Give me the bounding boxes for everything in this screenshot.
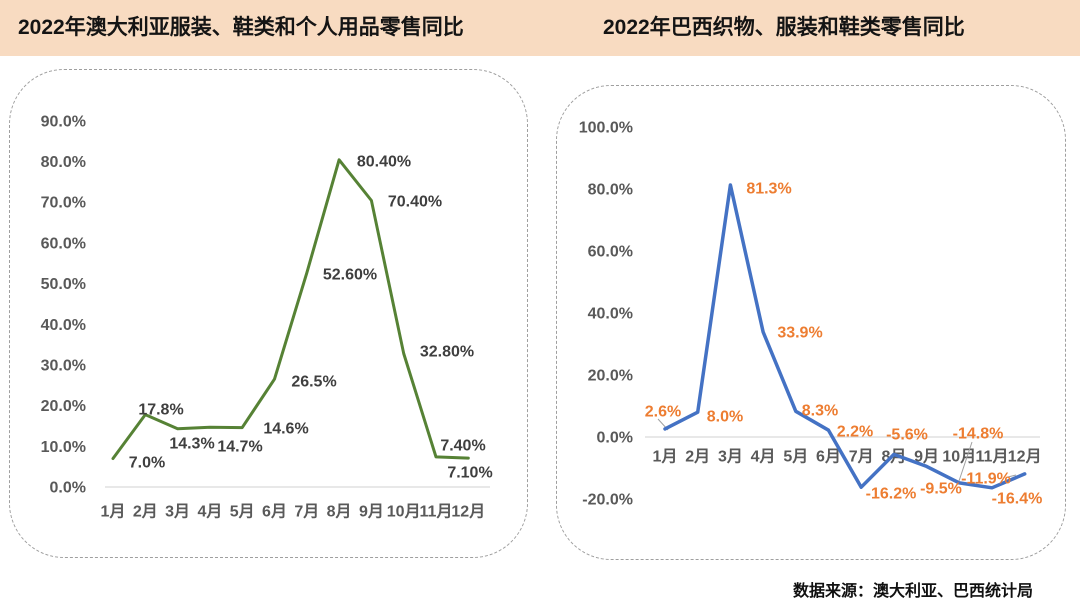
x-tick-label: 4月: [197, 503, 222, 521]
data-label: -11.9%: [961, 471, 1011, 488]
y-tick-label: 10.0%: [41, 439, 86, 456]
data-source-note: 数据来源：澳大利亚、巴西统计局: [792, 583, 1033, 600]
x-tick-label: 2月: [685, 448, 710, 466]
y-tick-label: 30.0%: [41, 358, 86, 375]
data-label: 2.6%: [645, 404, 681, 421]
x-tick-label: 5月: [783, 448, 808, 466]
data-label: 7.0%: [129, 455, 165, 472]
x-tick-label: 4月: [751, 448, 776, 466]
x-tick-label: 3月: [718, 448, 743, 466]
data-label: -16.4%: [992, 491, 1043, 508]
y-tick-label: 90.0%: [41, 113, 86, 130]
x-tick-label: 3月: [165, 503, 190, 521]
y-tick-label: 0.0%: [50, 480, 86, 497]
line-series: [111, 158, 470, 460]
x-tick-label: 10月: [387, 503, 421, 521]
line-series: [663, 183, 1027, 490]
data-label: 14.3%: [169, 436, 214, 453]
data-label: 17.8%: [138, 402, 183, 419]
x-tick-label: 8月: [327, 503, 352, 521]
y-tick-label: 60.0%: [588, 244, 633, 261]
y-tick-label: 80.0%: [41, 154, 86, 171]
y-tick-label: 60.0%: [41, 235, 86, 252]
data-label: 2.2%: [837, 424, 873, 441]
x-tick-label: 11月: [976, 448, 1009, 466]
australia-line-chart: 90.0% 80.0% 70.0% 60.0% 50.0% 40.0% 30.0% 20.0%…: [41, 113, 493, 520]
x-tick-label: 7月: [294, 503, 319, 521]
data-label: 70.40%: [388, 194, 442, 211]
brazil-line-chart: 100.0% 80.0% 60.0% 40.0% 20.0% 0.0% -20.0% 1月 2月…: [579, 120, 1043, 509]
chart-title-brazil: 2022年巴西织物、服装和鞋类零售同比: [603, 16, 965, 39]
data-label: -9.5%: [920, 481, 962, 498]
x-tick-label: 2月: [133, 503, 158, 521]
data-label: 14.7%: [217, 439, 262, 456]
data-label: 32.80%: [420, 344, 474, 361]
data-label: 81.3%: [746, 181, 791, 198]
brazil-chart-frame: [556, 85, 1066, 560]
australia-chart-frame: [9, 69, 528, 558]
data-label: 8.0%: [707, 409, 743, 426]
y-tick-label: 20.0%: [41, 398, 86, 415]
x-tick-label: 7月: [849, 448, 874, 466]
header-bar: 2022年澳大利亚服装、鞋类和个人用品零售同比 2022年巴西织物、服装和鞋类零…: [0, 0, 1080, 56]
data-label: 7.40%: [440, 438, 485, 455]
data-label: 26.5%: [291, 374, 336, 391]
x-tick-label: 10月: [942, 448, 976, 466]
label-leader-line: [958, 441, 973, 482]
data-label: 8.3%: [802, 403, 838, 420]
y-tick-label: 0.0%: [597, 430, 633, 447]
x-tick-label: 1月: [101, 503, 126, 521]
x-tick-label: 6月: [816, 448, 841, 466]
x-tick-label: 9月: [359, 503, 384, 521]
x-tick-label: 1月: [653, 448, 678, 466]
data-label: -16.2%: [866, 486, 917, 503]
y-tick-label: 40.0%: [41, 317, 86, 334]
data-label: 52.60%: [323, 267, 377, 284]
data-label: 80.40%: [357, 154, 411, 171]
y-tick-label: 80.0%: [588, 182, 633, 199]
y-tick-label: 20.0%: [588, 368, 633, 385]
y-tick-label: 50.0%: [41, 276, 86, 293]
chart-title-australia: 2022年澳大利亚服装、鞋类和个人用品零售同比: [18, 16, 464, 39]
data-label: -5.6%: [886, 427, 928, 444]
data-label: 33.9%: [777, 325, 822, 342]
label-leader-line: [1007, 474, 1017, 478]
data-label: 7.10%: [447, 465, 492, 482]
y-tick-label: 100.0%: [579, 120, 633, 137]
y-tick-label: -20.0%: [582, 492, 633, 509]
x-tick-label: 9月: [914, 448, 939, 466]
y-tick-label: 40.0%: [588, 306, 633, 323]
x-tick-label: 12月: [1008, 448, 1042, 466]
x-tick-label: 11月: [420, 503, 453, 521]
x-tick-label: 6月: [262, 503, 287, 521]
y-tick-label: 70.0%: [41, 195, 86, 212]
data-label: 14.6%: [263, 421, 308, 438]
x-tick-label: 12月: [451, 503, 485, 521]
x-tick-label: 5月: [230, 503, 255, 521]
data-label: -14.8%: [953, 426, 1004, 443]
